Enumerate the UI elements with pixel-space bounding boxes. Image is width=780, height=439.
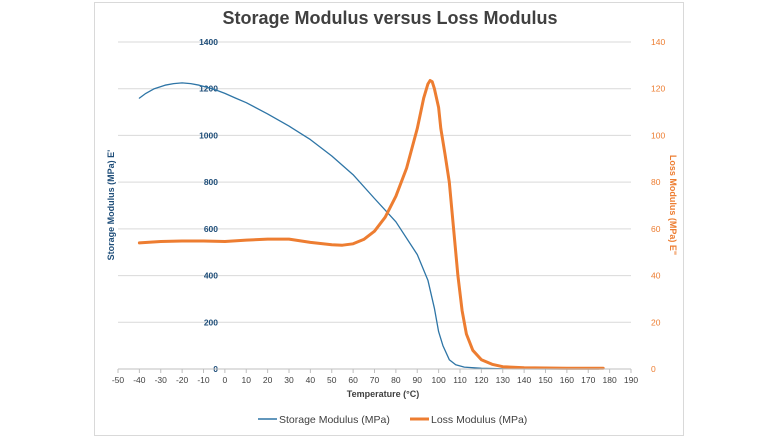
x-tick-label: -30 bbox=[155, 375, 168, 385]
x-tick-label: 0 bbox=[223, 375, 228, 385]
x-tick-label: -20 bbox=[176, 375, 189, 385]
series-layer bbox=[137, 79, 605, 370]
y-right-tick-label: 80 bbox=[651, 177, 661, 187]
x-tick-label: 50 bbox=[327, 375, 337, 385]
x-tick-label: 90 bbox=[413, 375, 423, 385]
x-tick-label: -10 bbox=[197, 375, 210, 385]
legend: Storage Modulus (MPa) Loss Modulus (MPa) bbox=[258, 414, 527, 426]
x-tick-label: 160 bbox=[560, 375, 574, 385]
x-tick-label: 180 bbox=[603, 375, 617, 385]
x-tick-label: 120 bbox=[474, 375, 488, 385]
y-right-tick-label: 40 bbox=[651, 271, 661, 281]
x-tick-label: -50 bbox=[112, 375, 125, 385]
legend-label-loss: Loss Modulus (MPa) bbox=[431, 414, 527, 426]
x-tick-label: 110 bbox=[453, 375, 467, 385]
y-right-tick-label: 100 bbox=[651, 130, 665, 140]
x-tick-label: 60 bbox=[348, 375, 358, 385]
y-left-tick-label: 200 bbox=[204, 317, 218, 327]
y-left-tick-label: 1000 bbox=[199, 130, 218, 140]
x-tick-label: 140 bbox=[517, 375, 531, 385]
y-right-tick-label: 20 bbox=[651, 317, 661, 327]
x-tick-label: 10 bbox=[242, 375, 252, 385]
x-tick-label: 70 bbox=[370, 375, 380, 385]
y-left-tick-label: 1200 bbox=[199, 84, 218, 94]
x-tick-label: 170 bbox=[581, 375, 595, 385]
x-tick-label: 100 bbox=[432, 375, 446, 385]
grid-lines bbox=[118, 41, 631, 323]
y-left-tick-label: 800 bbox=[204, 177, 218, 187]
x-tick-label: 20 bbox=[263, 375, 273, 385]
x-tick-label: 190 bbox=[624, 375, 638, 385]
legend-label-storage: Storage Modulus (MPa) bbox=[279, 414, 390, 426]
x-tick-label: 80 bbox=[391, 375, 401, 385]
x-tick-label: 30 bbox=[284, 375, 294, 385]
y-left-axis-title: Storage Modulus (MPa) E' bbox=[106, 150, 116, 261]
y-right-tick-label: 60 bbox=[651, 224, 661, 234]
y-right-tick-label: 140 bbox=[651, 37, 665, 47]
y-left-tick-label: 600 bbox=[204, 224, 218, 234]
chart-title: Storage Modulus versus Loss Modulus bbox=[222, 8, 557, 28]
x-tick-label: 130 bbox=[496, 375, 510, 385]
x-tick-label: 40 bbox=[306, 375, 316, 385]
x-axis-ticks: -50 -40 -30 -20 -10 0 10 20 30 40 50 60 70 80 90 100 110… bbox=[112, 369, 638, 385]
x-axis-title: Temperature (°C) bbox=[347, 389, 419, 399]
series-line-storage-modulus bbox=[138, 82, 600, 370]
x-tick-label: 150 bbox=[538, 375, 552, 385]
series-line-loss-modulus bbox=[137, 79, 605, 370]
y-right-axis-title: Loss Modulus (MPa) E" bbox=[668, 155, 678, 255]
y-right-axis-ticks: 0 20 40 60 80 100 120 140 bbox=[651, 37, 665, 374]
y-right-tick-label: 0 bbox=[651, 364, 656, 374]
y-left-tick-label: 400 bbox=[204, 271, 218, 281]
y-right-tick-label: 120 bbox=[651, 84, 665, 94]
x-tick-label: -40 bbox=[133, 375, 146, 385]
chart-frame bbox=[94, 2, 684, 436]
y-left-tick-label: 1400 bbox=[199, 37, 218, 47]
